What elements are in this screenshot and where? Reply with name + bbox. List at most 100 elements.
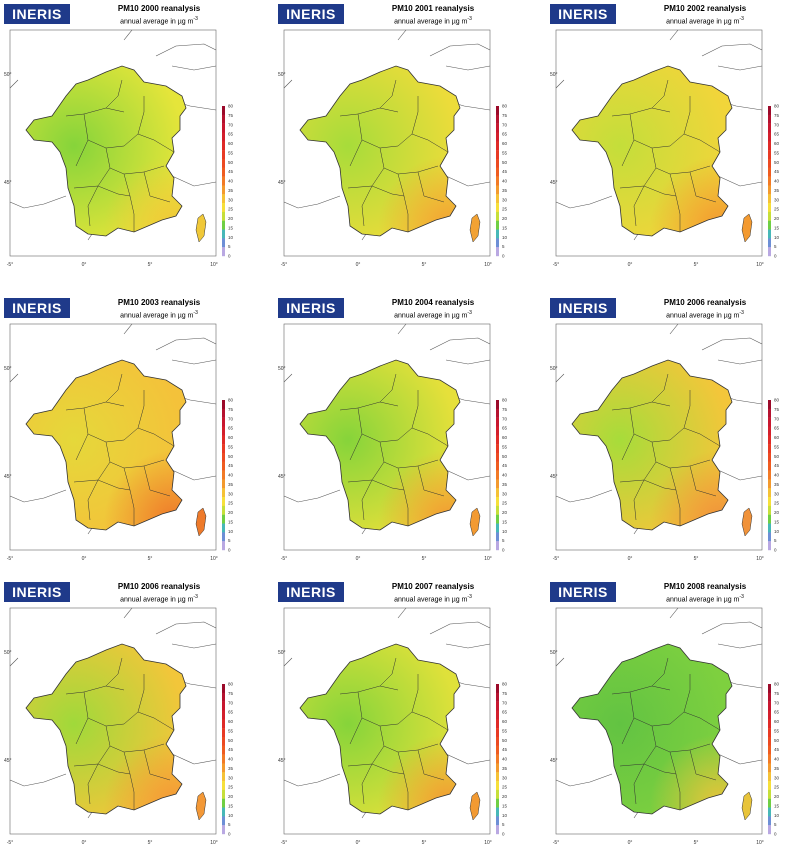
colorbar-segment	[768, 158, 771, 168]
colorbar-segment	[768, 728, 771, 738]
colorbar-tick: 5	[502, 538, 505, 543]
colorbar-tick: 35	[774, 188, 780, 193]
colorbar-tick: 55	[502, 728, 508, 733]
colorbar-segment	[496, 132, 499, 142]
colorbar-segment	[496, 150, 499, 160]
colorbar-tick: 50	[502, 160, 508, 165]
colorbar-segment	[768, 132, 771, 142]
colorbar-tick: 70	[502, 122, 508, 127]
colorbar-tick: 25	[502, 501, 508, 506]
colorbar-segment	[496, 798, 499, 808]
colorbar-tick: 15	[774, 225, 780, 230]
latitude-label: 45°	[550, 474, 558, 480]
colorbar-segment	[496, 781, 499, 791]
colorbar-segment	[222, 497, 225, 507]
colorbar-tick: 70	[774, 122, 780, 127]
latitude-label: 50°	[4, 72, 12, 78]
colorbar-segment	[222, 736, 225, 746]
colorbar-segment	[496, 247, 499, 257]
colorbar-tick: 75	[228, 691, 234, 696]
colorbar-segment	[222, 532, 225, 542]
colorbar-tick: 30	[228, 197, 234, 202]
colorbar-tick: 55	[228, 444, 234, 449]
longitude-label: -5°	[7, 262, 13, 268]
panel-subtitle: annual average in µg m-3	[620, 594, 790, 603]
colorbar-segment	[222, 220, 225, 230]
colorbar-segment	[496, 238, 499, 248]
longitude-label: 10°	[210, 262, 218, 268]
colorbar-tick: 60	[774, 435, 780, 440]
colorbar-tick: 50	[774, 738, 780, 743]
colorbar-segment	[222, 435, 225, 445]
colorbar-segment	[496, 203, 499, 213]
colorbar-segment	[496, 825, 499, 835]
colorbar-tick: 5	[228, 538, 231, 543]
colorbar-segment	[496, 176, 499, 186]
colorbar-tick: 0	[228, 832, 231, 837]
colorbar-tick: 45	[502, 463, 508, 468]
colorbar-segment	[768, 710, 771, 720]
panel-subtitle-text: annual average in µg m	[120, 596, 194, 604]
colorbar-segment	[222, 523, 225, 533]
france-outline	[25, 643, 187, 815]
colorbar-tick: 25	[774, 207, 780, 212]
colorbar-tick: 70	[502, 700, 508, 705]
colorbar-tick: 5	[774, 244, 777, 249]
colorbar-tick: 40	[502, 179, 508, 184]
colorbar-tick: 30	[502, 197, 508, 202]
colorbar-tick: 45	[774, 747, 780, 752]
colorbar-segment	[222, 781, 225, 791]
longitude-label: -5°	[553, 556, 559, 562]
colorbar-segment	[768, 514, 771, 524]
longitude-label: 10°	[484, 840, 492, 846]
latitude-label: 45°	[4, 474, 12, 480]
colorbar-segment	[496, 754, 499, 764]
colorbar-segment	[768, 229, 771, 239]
colorbar-segment	[222, 488, 225, 498]
colorbar-tick: 5	[774, 822, 777, 827]
panel-title: PM10 2003 reanalysis	[117, 298, 201, 307]
ineris-logo: INERIS	[4, 298, 70, 318]
colorbar-segment	[768, 701, 771, 711]
colorbar-segment	[768, 505, 771, 515]
colorbar-segment	[768, 692, 771, 702]
france-outline	[571, 65, 733, 237]
colorbar-segment	[496, 789, 499, 799]
latitude-label: 45°	[550, 180, 558, 186]
colorbar-segment	[496, 426, 499, 436]
pm10-map: 50°45°-5° 0° 5° 10°807570656055504540353025…	[278, 29, 508, 268]
pm10-map: 50°45°-5° 0° 5° 10°807570656055504540353025…	[550, 29, 780, 268]
longitude-label: 0°	[82, 840, 87, 846]
colorbar-segment	[222, 417, 225, 427]
colorbar-tick: 10	[774, 813, 780, 818]
longitude-label: 0°	[628, 262, 633, 268]
colorbar-tick: 0	[502, 832, 505, 837]
colorbar-segment	[222, 167, 225, 177]
colorbar-tick: 70	[228, 416, 234, 421]
colorbar-segment	[768, 141, 771, 151]
colorbar-segment	[222, 408, 225, 418]
colorbar-segment	[222, 132, 225, 142]
longitude-label: 0°	[82, 262, 87, 268]
colorbar-segment	[768, 176, 771, 186]
colorbar-segment	[768, 150, 771, 160]
colorbar-tick: 75	[502, 691, 508, 696]
colorbar-tick: 10	[502, 813, 508, 818]
panel-title: PM10 2006 reanalysis	[663, 298, 747, 307]
map-panel: INERIS PM10 2002 reanalysis annual average…	[550, 4, 790, 276]
colorbar-segment	[222, 772, 225, 782]
colorbar-segment	[222, 176, 225, 186]
longitude-label: 5°	[694, 262, 699, 268]
colorbar-segment	[768, 167, 771, 177]
pm10-map: 50°45°-5° 0° 5° 10°807570656055504540353025…	[4, 607, 234, 846]
longitude-label: 10°	[484, 262, 492, 268]
corsica	[741, 791, 753, 821]
colorbar-tick: 40	[228, 473, 234, 478]
colorbar-tick: 25	[502, 785, 508, 790]
map-panel: INERIS PM10 2007 reanalysis annual average…	[278, 582, 518, 854]
colorbar-tick: 10	[228, 529, 234, 534]
colorbar-tick: 75	[774, 407, 780, 412]
colorbar-segment	[768, 488, 771, 498]
colorbar-tick: 35	[228, 766, 234, 771]
panel-subtitle-text: annual average in µg m	[120, 312, 194, 320]
